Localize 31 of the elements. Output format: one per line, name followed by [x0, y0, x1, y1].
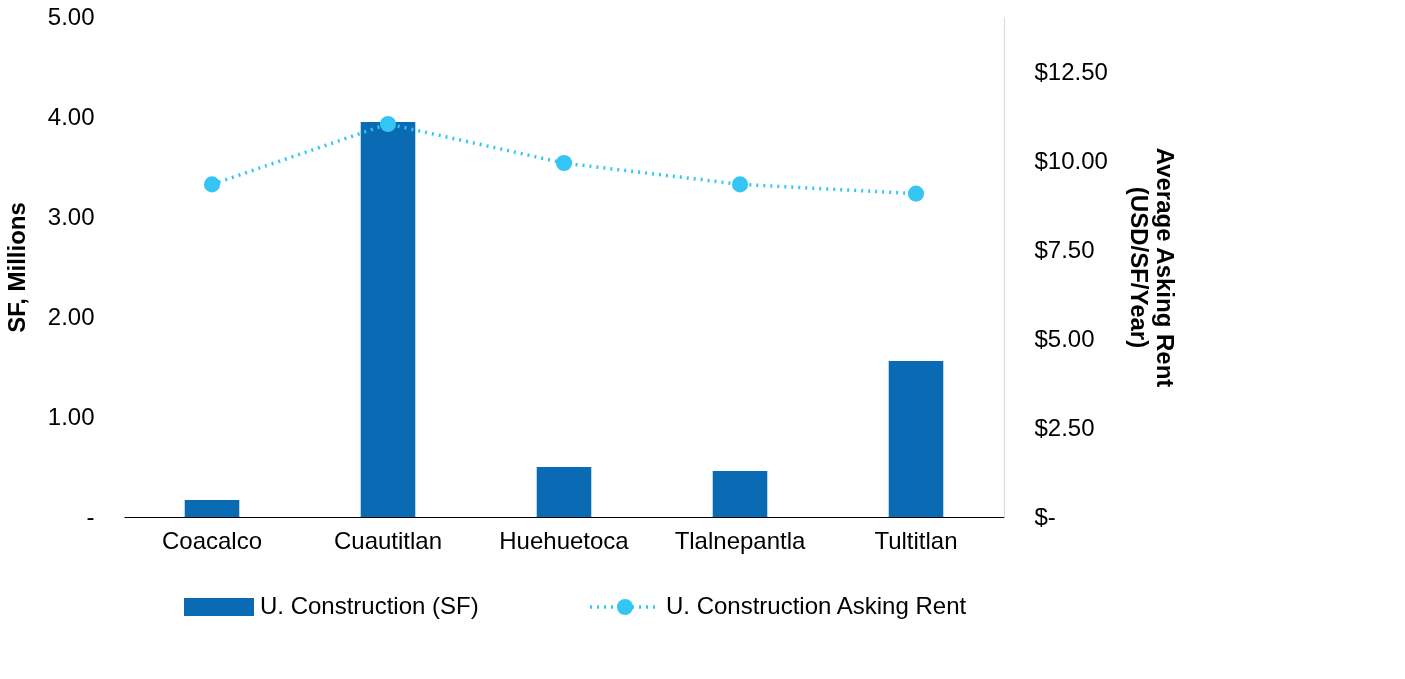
y2-tick-label: $7.50 [1034, 235, 1095, 263]
bar [888, 361, 944, 517]
y-tick-label: 5.00 [47, 2, 95, 30]
x-tick-label: Coacalco [161, 526, 263, 554]
x-tick-label: Cuautitlan [333, 526, 443, 554]
y-tick-label: 4.00 [47, 102, 95, 130]
point [379, 115, 397, 133]
point [731, 176, 749, 193]
point [907, 185, 925, 202]
y-tick-label: 3.00 [47, 202, 95, 230]
bar [536, 467, 592, 517]
y2-tick-label: $- [1034, 502, 1056, 530]
y-tick-label: 1.00 [47, 402, 95, 430]
point [203, 176, 221, 193]
y2-tick-label: $12.50 [1034, 58, 1108, 86]
x-tick-label: Huehuetoca [499, 526, 630, 554]
y2-axis-title: Average Asking Rent (USD/SF/Year) [1125, 147, 1179, 388]
bar [184, 500, 240, 517]
y-axis-title: SF, Millions [2, 202, 30, 333]
point [555, 155, 573, 172]
bar [360, 122, 416, 517]
y2-tick-label: $10.00 [1034, 147, 1108, 175]
x-tick-label: Tultitlan [874, 526, 958, 554]
y2-tick-label: $5.00 [1034, 324, 1095, 352]
y-tick-label: 2.00 [47, 302, 95, 330]
y-tick-label: - [86, 502, 95, 530]
x-tick-label: Tlalnepantla [674, 526, 807, 554]
bar [712, 471, 768, 517]
legend-label: U. Construction (SF) [260, 592, 479, 619]
y2-tick-label: $2.50 [1034, 413, 1095, 441]
legend-label: U. Construction Asking Rent [666, 592, 967, 619]
